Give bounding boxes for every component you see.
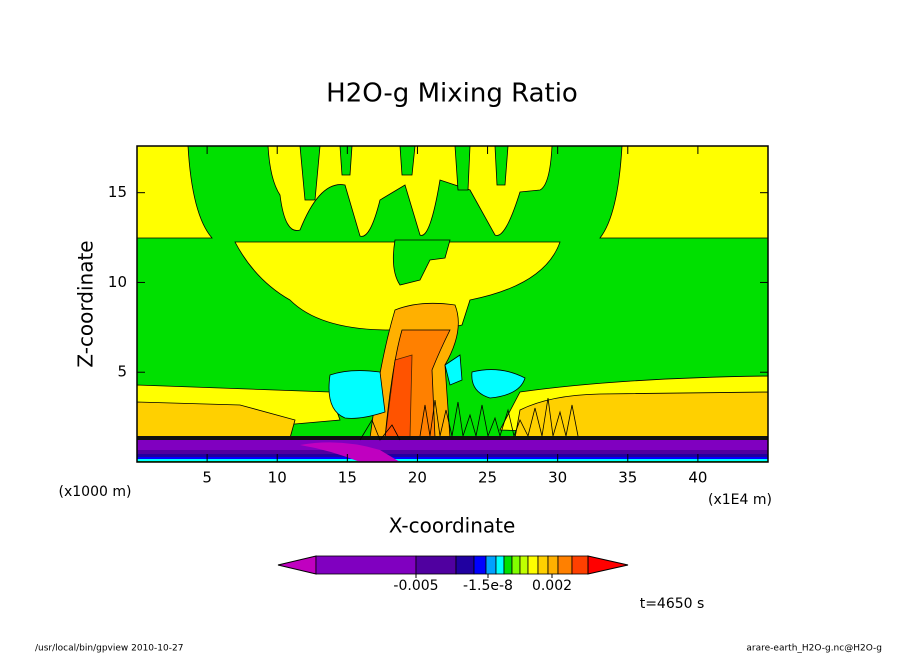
chart-title: H2O-g Mixing Ratio <box>326 79 578 109</box>
x-tick-label: 10 <box>268 469 287 487</box>
x-tick-label: 20 <box>408 469 427 487</box>
colorbar-cell <box>455 555 475 575</box>
y-unit: (x1000 m) <box>59 484 132 500</box>
colorbar-cell <box>315 555 417 575</box>
footer-left: /usr/local/bin/gpview 2010-10-27 <box>35 644 183 654</box>
plot-frame <box>136 145 769 463</box>
colorbar-cell <box>415 555 457 575</box>
footer-right: arare-earth_H2O-g.nc@H2O-g <box>746 644 882 654</box>
contour-field <box>137 146 768 462</box>
x-tick-label: 25 <box>478 469 497 487</box>
x-tick-label: 30 <box>548 469 567 487</box>
y-axis-label: Z-coordinate <box>74 240 98 367</box>
x-tick-label: 35 <box>618 469 637 487</box>
colorbar-cell <box>527 555 539 575</box>
x-unit: (x1E4 m) <box>708 492 772 508</box>
colorbar-cell <box>495 555 505 575</box>
colorbar-cell <box>485 555 497 575</box>
x-tick-label: 40 <box>688 469 707 487</box>
y-tick-label: 15 <box>108 183 127 201</box>
colorbar-cell <box>547 555 559 575</box>
colorbar-cell <box>473 555 487 575</box>
colorbar-cell <box>503 555 513 575</box>
x-tick-label: 5 <box>202 469 212 487</box>
colorbar-tick-label: 0.002 <box>532 578 572 594</box>
colorbar-cell <box>511 555 521 575</box>
x-tick-label: 15 <box>338 469 357 487</box>
colorbar-triangle <box>277 555 317 575</box>
colorbar-tick-label: -1.5e-8 <box>463 578 513 594</box>
colorbar-cell <box>537 555 549 575</box>
y-tick-label: 5 <box>117 363 127 381</box>
colorbar-cell <box>571 555 589 575</box>
x-axis-label: X-coordinate <box>389 514 516 538</box>
colorbar-tick-label: -0.005 <box>393 578 438 594</box>
annotation: t=4650 s <box>640 596 705 612</box>
colorbar-cell <box>519 555 529 575</box>
colorbar-cell <box>557 555 573 575</box>
colorbar-triangle <box>587 555 629 575</box>
y-tick-label: 10 <box>108 273 127 291</box>
